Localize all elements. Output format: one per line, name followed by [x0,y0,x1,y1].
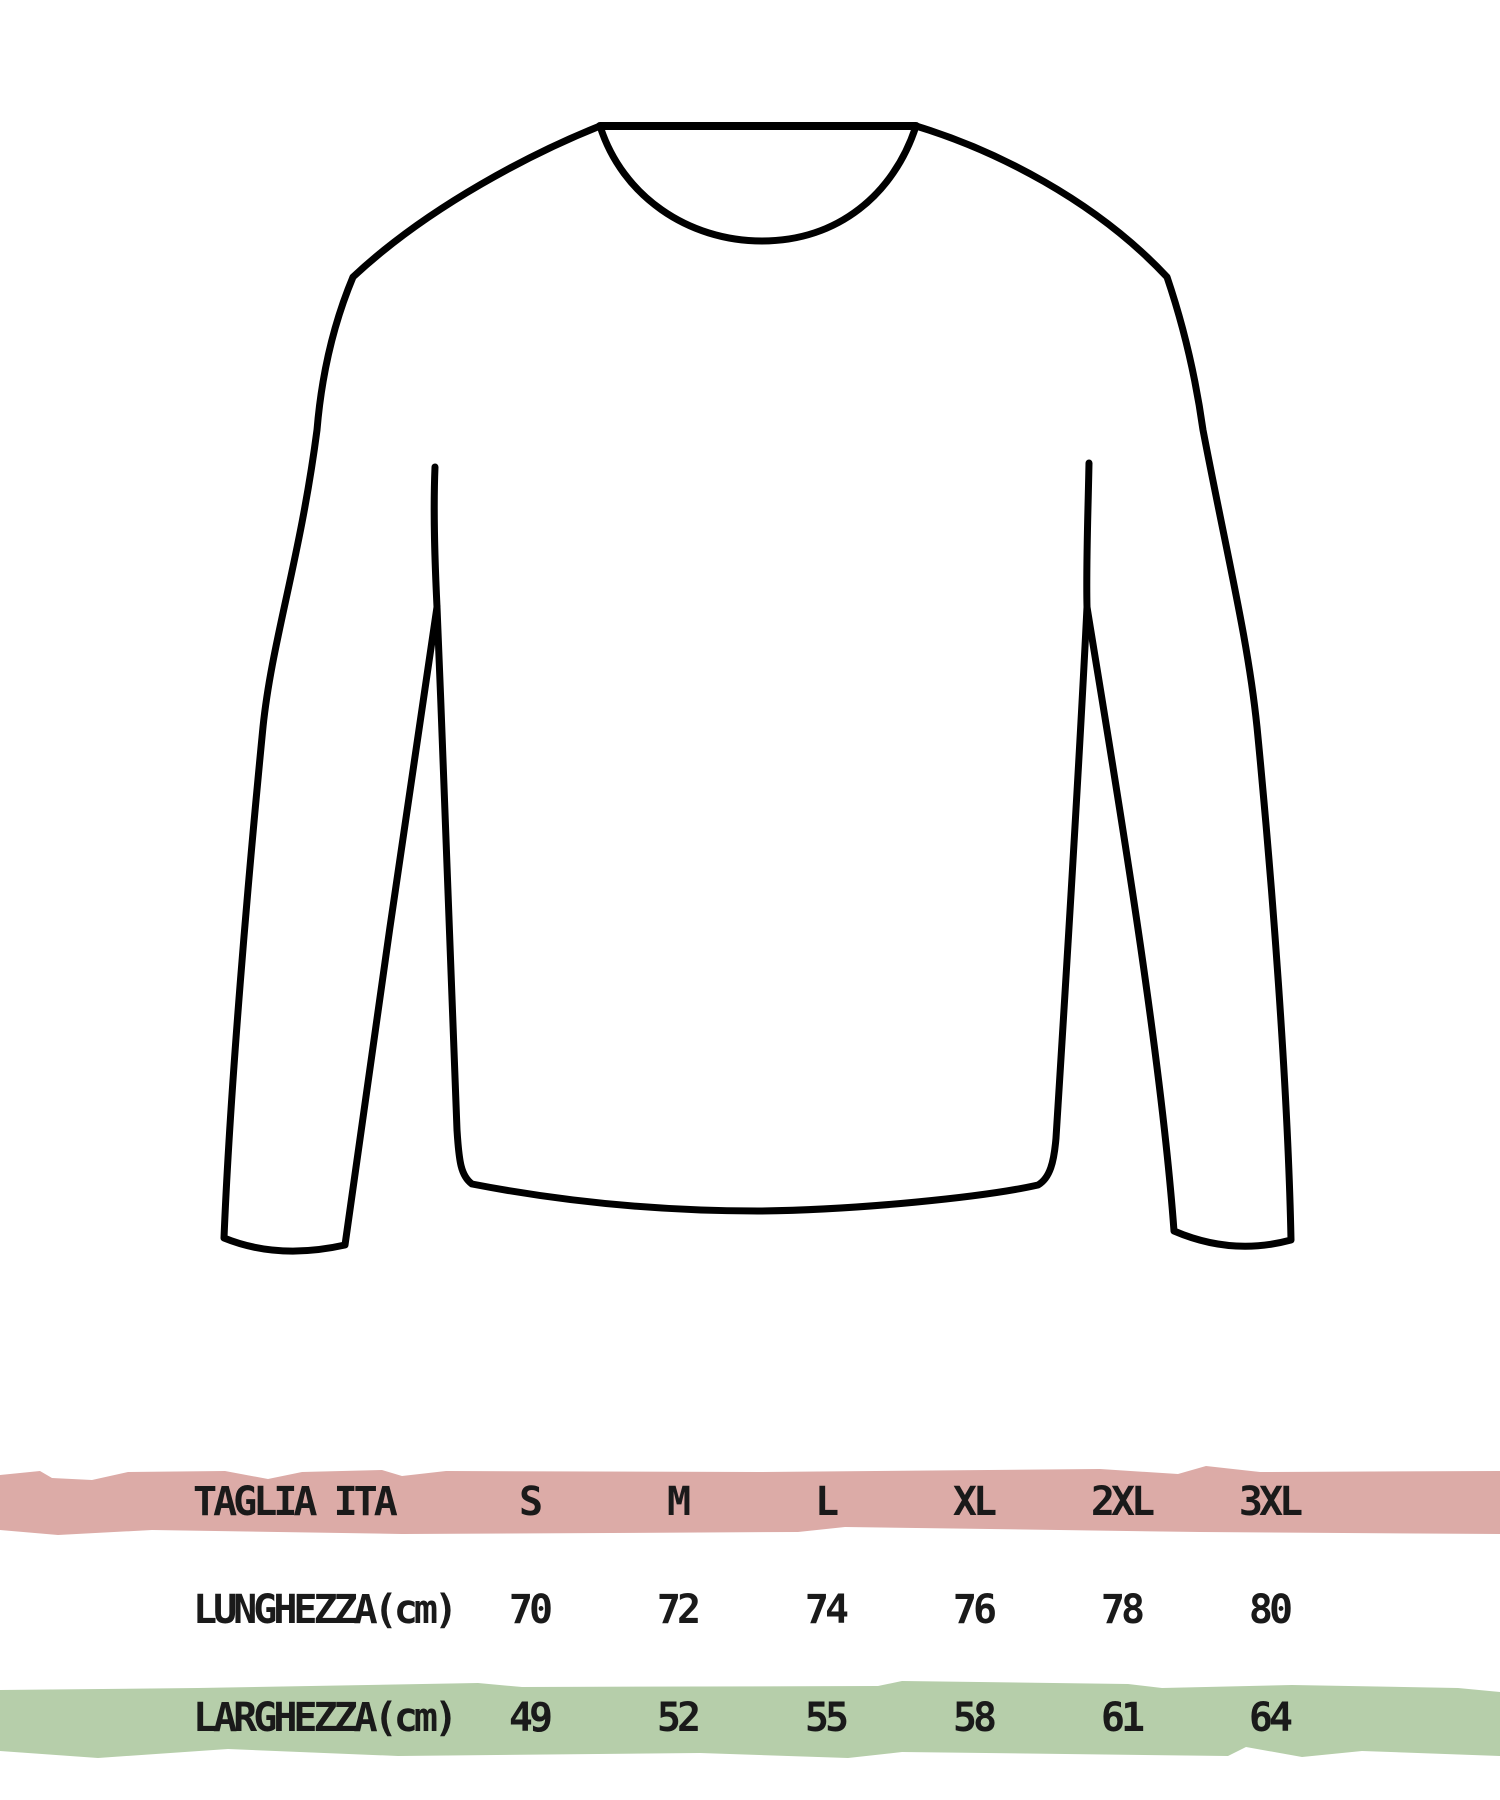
width-label: LARGHEZZA(cm) [193,1695,458,1741]
width-3xl: 64 [1248,1695,1293,1741]
body-and-hem [433,603,1091,1215]
length-2xl: 78 [1100,1587,1145,1633]
size-3xl: 3XL [1238,1478,1303,1525]
width-m: 52 [656,1695,701,1741]
width-s: 49 [508,1695,553,1741]
neckline-curve [596,122,920,245]
left-shoulder-and-sleeve [220,122,604,1255]
shirt-outline-drawing [220,122,1295,1255]
right-shoulder-and-sleeve [912,122,1295,1250]
size-2xl: 2XL [1090,1478,1155,1525]
size-s: S [518,1478,543,1525]
right-armhole-line [1083,459,1093,611]
length-row: LUNGHEZZA(cm) 70 72 74 76 78 80 [0,1578,1500,1642]
length-3xl: 80 [1248,1587,1293,1633]
size-l: L [814,1478,839,1525]
length-l: 74 [804,1587,849,1633]
size-label: TAGLIA ITA [193,1478,398,1525]
width-xl: 58 [952,1695,997,1741]
left-armhole-line [430,463,441,611]
width-2xl: 61 [1100,1695,1145,1741]
size-m: M [666,1478,691,1525]
size-header-band [0,1466,1500,1535]
length-m: 72 [656,1587,701,1633]
size-header-row: TAGLIA ITA S M L XL 2XL 3XL [0,1470,1500,1533]
width-band [0,1681,1500,1758]
size-xl: XL [952,1478,997,1525]
width-l: 55 [804,1695,849,1741]
length-label: LUNGHEZZA(cm) [193,1587,458,1633]
length-xl: 76 [952,1587,997,1633]
width-row: LARGHEZZA(cm) 49 52 55 58 61 64 [0,1686,1500,1750]
length-s: 70 [508,1587,553,1633]
